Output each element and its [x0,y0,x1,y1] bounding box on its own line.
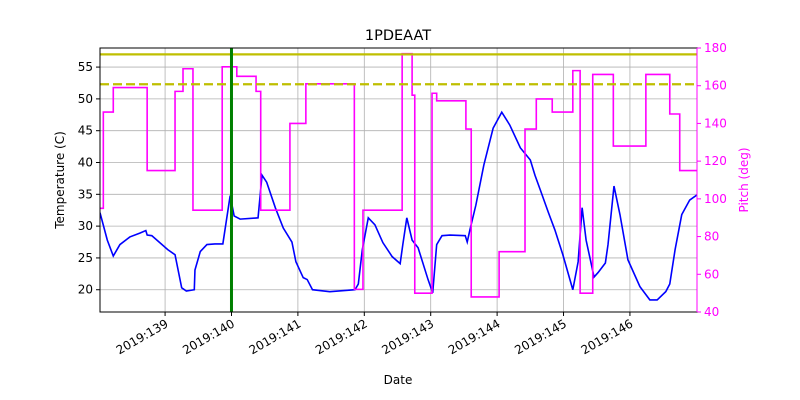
data-line [100,110,697,301]
x-tick-label: 2019:142 [313,316,370,357]
y-tick-label: 55 [78,60,93,74]
x-tick-label: 2019:141 [247,316,304,357]
x-tick-label: 2019:145 [512,316,569,357]
y-tick-label: 40 [78,156,93,170]
y2-tick-label: 160 [704,79,727,93]
y-tick-label: 45 [78,124,93,138]
y-tick-label: 20 [78,283,93,297]
y2-tick-label: 120 [704,154,727,168]
data-line [100,52,697,298]
x-tick-label: 2019:146 [579,316,636,357]
y2-tick-label: 80 [704,230,719,244]
y2-tick-label: 140 [704,116,727,130]
y2-tick-label: 100 [704,192,727,206]
y-tick-label: 50 [78,92,93,106]
y-tick-label: 25 [78,251,93,265]
x-axis-label: Date [384,373,413,387]
y2-tick-label: 60 [704,267,719,281]
y-tick-label: 30 [78,219,93,233]
y-axis-label: Temperature (C) [53,131,67,230]
y-tick-label: 35 [78,187,93,201]
plot-frame [99,47,698,313]
x-tick-label: 2019:144 [446,316,503,357]
x-tick-label: 2019:143 [379,316,436,357]
x-tick-label: 2019:140 [180,316,237,357]
x-tick-label: 2019:139 [114,316,171,357]
y2-axis-label: Pitch (deg) [737,147,751,212]
chart-title: 1PDEAAT [365,28,431,44]
y2-tick-label: 40 [704,305,719,319]
y2-tick-label: 180 [704,41,727,55]
